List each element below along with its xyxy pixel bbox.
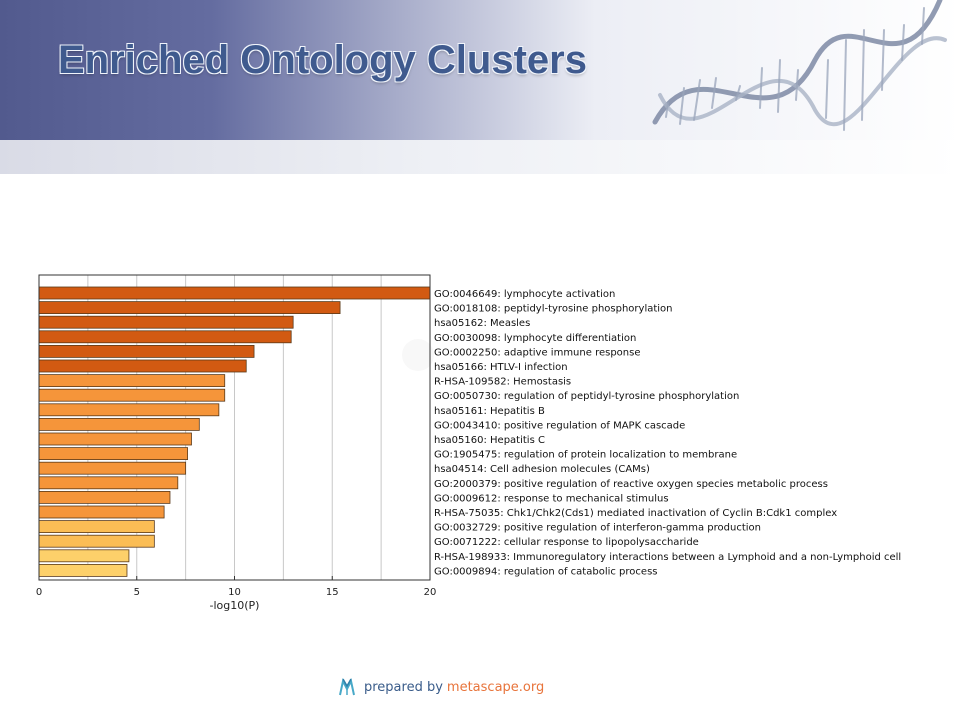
bar <box>38 315 294 329</box>
category-label: hsa05166: HTLV-I infection <box>434 362 568 373</box>
category-label: GO:0043410: positive regulation of MAPK … <box>434 420 685 431</box>
bar <box>38 505 165 519</box>
bar <box>38 534 155 548</box>
category-label: GO:0009894: regulation of catabolic proc… <box>434 566 658 577</box>
bar <box>38 286 431 300</box>
bar <box>38 490 171 504</box>
x-axis: 0 5 10 15 20 <box>36 576 437 598</box>
category-label: R-HSA-198933: Immunoregulatory interacti… <box>434 552 901 563</box>
bar <box>38 417 200 431</box>
dna-helix-icon <box>652 0 947 131</box>
category-label: R-HSA-109582: Hemostasis <box>434 377 571 388</box>
bar <box>38 563 128 577</box>
category-label: GO:0018108: peptidyl-tyrosine phosphoryl… <box>434 304 673 315</box>
category-label: GO:0046649: lymphocyte activation <box>434 289 615 300</box>
category-label: GO:0002250: adaptive immune response <box>434 347 640 358</box>
category-label: hsa05160: Hepatitis C <box>434 435 545 446</box>
bar <box>38 388 226 402</box>
footer-prefix: prepared by <box>364 679 443 695</box>
bar-group <box>38 286 431 577</box>
footer-link[interactable]: metascape.org <box>446 679 545 695</box>
footer: prepared by metascape.org <box>338 676 544 698</box>
enrichment-bar-chart: 0 5 10 15 20 -log10(P) GO:0046649: lymphocyt… <box>0 260 960 620</box>
bar <box>38 301 341 314</box>
bar <box>38 403 220 417</box>
x-tick-label: 15 <box>326 587 339 598</box>
x-tick-label: 0 <box>36 587 42 598</box>
category-label: hsa05161: Hepatitis B <box>434 406 545 417</box>
bar <box>38 520 155 534</box>
bar <box>38 374 226 387</box>
metascape-logo-icon <box>339 678 355 696</box>
x-tick-label: 5 <box>134 587 140 598</box>
bar <box>38 549 130 563</box>
x-tick-label: 20 <box>424 587 437 598</box>
category-label: hsa04514: Cell adhesion molecules (CAMs) <box>434 464 650 475</box>
bar <box>38 359 247 373</box>
category-label: GO:1905475: regulation of protein locali… <box>434 450 737 461</box>
slide-title: Enriched Ontology Clusters <box>58 38 587 82</box>
bar <box>38 345 255 358</box>
category-label: GO:2000379: positive regulation of react… <box>434 479 828 490</box>
bar <box>38 447 188 461</box>
bar <box>38 330 292 344</box>
x-axis-label: -log10(P) <box>210 599 260 612</box>
category-label: GO:0009612: response to mechanical stimu… <box>434 493 669 504</box>
bar <box>38 432 192 446</box>
bar <box>38 461 187 475</box>
category-label: GO:0071222: cellular response to lipopol… <box>434 537 699 548</box>
chart-svg: 0 5 10 15 20 -log10(P) GO:0046649: lymphocyt… <box>36 274 901 612</box>
category-label: GO:0030098: lymphocyte differentiation <box>434 333 636 344</box>
category-label: R-HSA-75035: Chk1/Chk2(Cds1) mediated in… <box>434 508 837 519</box>
banner-graphic <box>0 0 960 174</box>
x-tick-label: 10 <box>228 587 241 598</box>
header-banner: Enriched Ontology Clusters <box>0 0 960 174</box>
chart-watermark <box>402 339 434 371</box>
bar <box>38 476 179 490</box>
category-label: GO:0050730: regulation of peptidyl-tyros… <box>434 391 739 402</box>
category-labels: GO:0046649: lymphocyte activation GO:0018… <box>434 289 901 577</box>
category-label: hsa05162: Measles <box>434 318 530 329</box>
category-label: GO:0032729: positive regulation of inter… <box>434 523 761 534</box>
